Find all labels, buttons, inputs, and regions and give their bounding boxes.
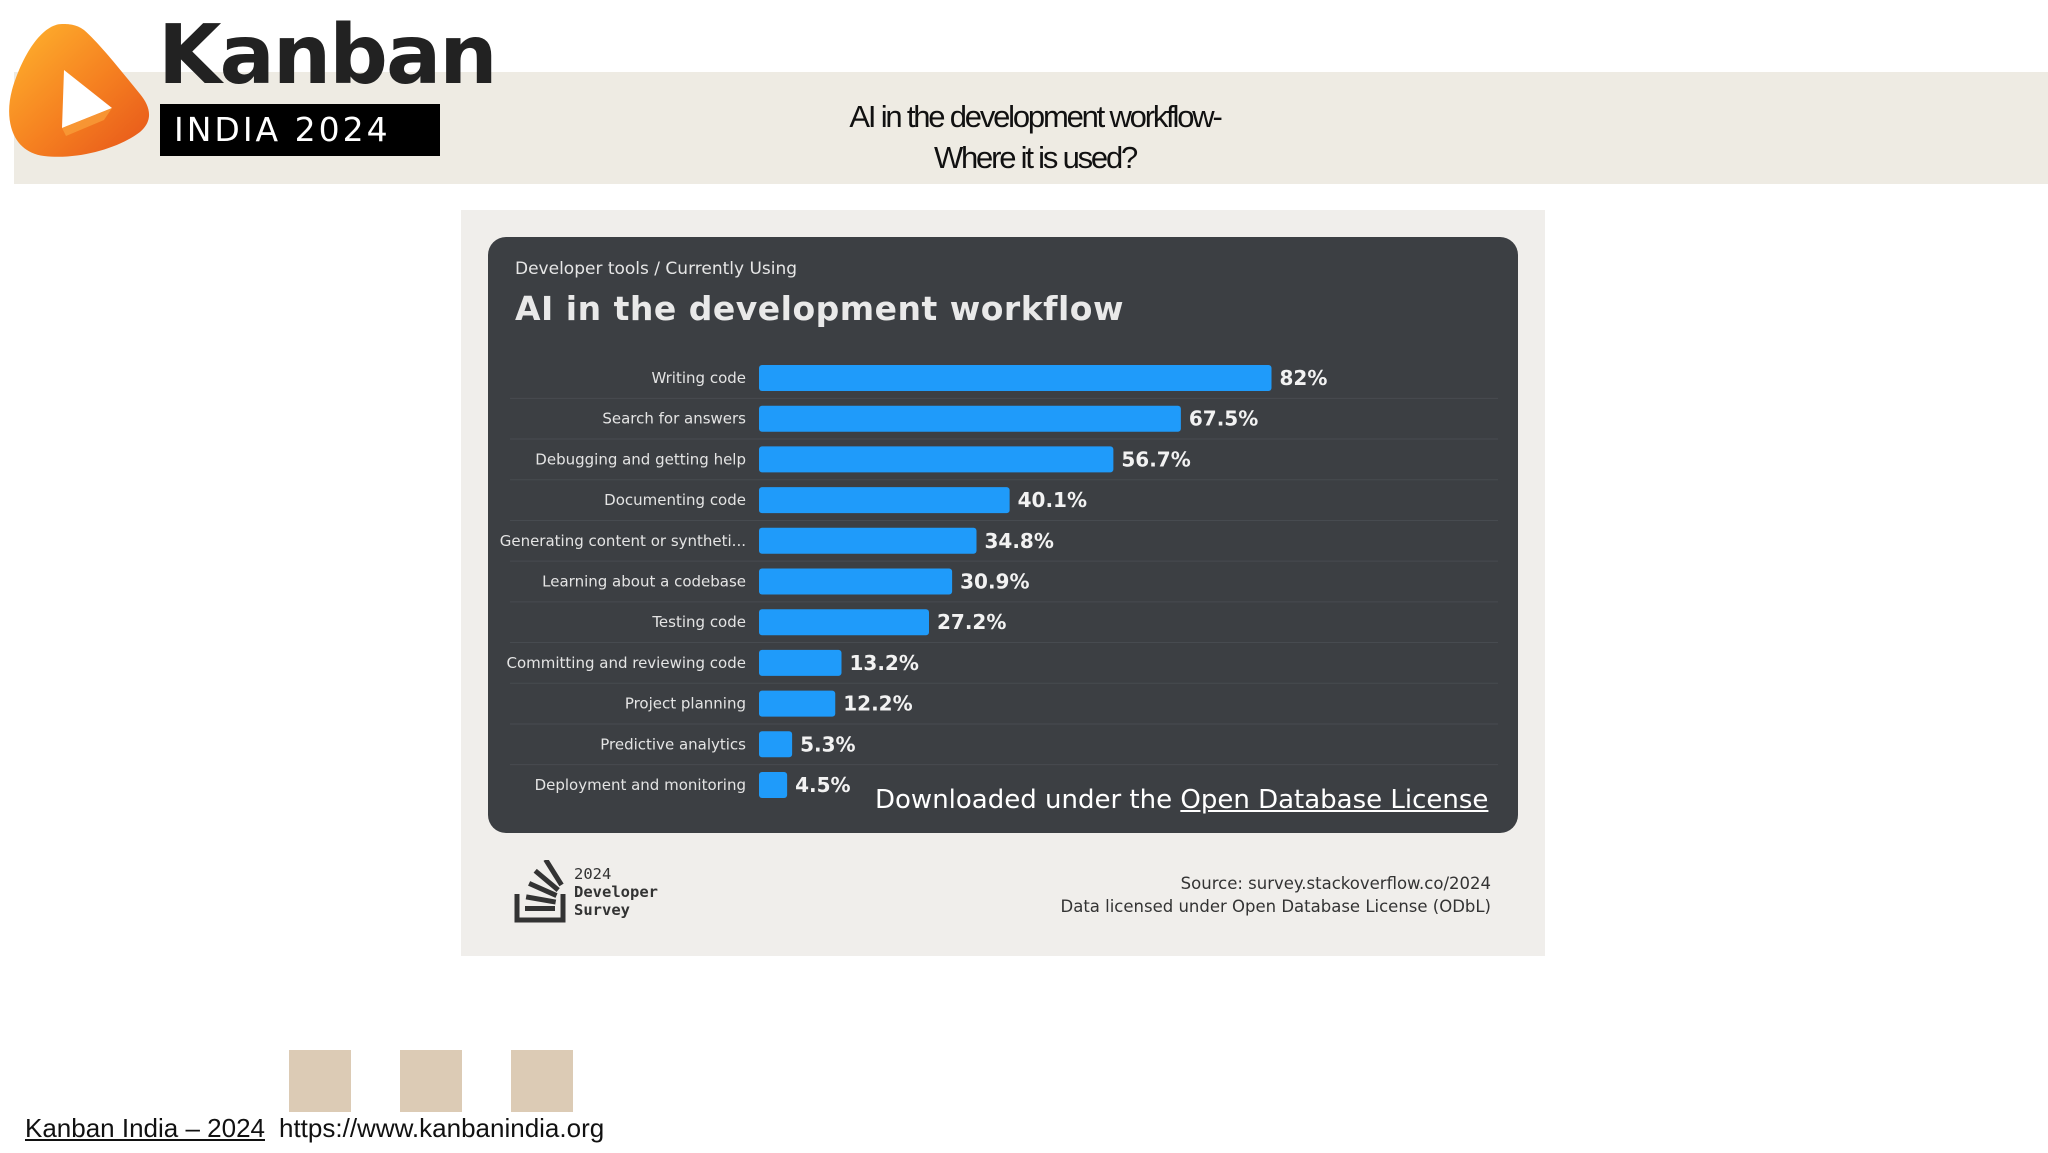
decorative-square-1 xyxy=(289,1050,351,1112)
bar-chart: Writing code 82% Search for answers 67.5% De… xyxy=(500,365,1498,798)
source-license: Data licensed under Open Database Licens… xyxy=(1060,897,1492,916)
category-label: Deployment and monitoring xyxy=(535,776,746,794)
value-label: 12.2% xyxy=(843,692,912,716)
stack-overflow-logo-icon xyxy=(514,860,566,923)
category-label: Committing and reviewing code xyxy=(506,654,746,672)
decorative-square-2 xyxy=(400,1050,462,1112)
survey-brand: 2024 Developer Survey xyxy=(574,865,658,919)
slide-title-line-2: Where it is used? xyxy=(933,140,1138,175)
bar xyxy=(759,772,788,798)
value-label: 5.3% xyxy=(800,732,855,756)
slide-title: AI in the development workflow- Where it… xyxy=(735,96,1335,178)
bar xyxy=(759,649,842,676)
category-label: Generating content or syntheti... xyxy=(500,532,746,550)
bar xyxy=(759,731,793,758)
survey-line-2: Survey xyxy=(574,901,630,919)
footer: Kanban India – 2024 https://www.kanbanind… xyxy=(25,1113,604,1144)
category-label: Writing code xyxy=(651,369,746,387)
category-label: Debugging and getting help xyxy=(535,450,746,468)
value-label: 56.7% xyxy=(1121,447,1190,471)
bar xyxy=(759,487,1010,514)
value-label: 30.9% xyxy=(960,570,1029,594)
category-label: Documenting code xyxy=(604,491,746,509)
chart-kicker: Developer tools / Currently Using xyxy=(515,259,798,279)
slide-title-line-1: AI in the development workflow- xyxy=(849,99,1222,134)
category-label: Predictive analytics xyxy=(600,735,746,753)
decorative-square-3 xyxy=(511,1050,573,1112)
brand-wordmark: Kanban xyxy=(158,8,498,103)
kanban-logo-icon xyxy=(9,24,150,157)
value-label: 40.1% xyxy=(1018,488,1087,512)
license-note: Downloaded under the Open Database Licen… xyxy=(875,785,1488,815)
value-label: 34.8% xyxy=(985,529,1054,553)
license-link[interactable]: Open Database License xyxy=(1180,785,1489,815)
bar xyxy=(759,568,953,595)
value-label: 82% xyxy=(1280,366,1328,390)
value-label: 13.2% xyxy=(850,651,919,675)
bar xyxy=(759,365,1272,391)
license-prefix: Downloaded under the xyxy=(875,785,1181,815)
category-label: Learning about a codebase xyxy=(542,573,746,591)
value-label: 67.5% xyxy=(1189,407,1258,431)
category-label: Project planning xyxy=(625,695,746,713)
footer-org[interactable]: Kanban India – 2024 xyxy=(25,1113,265,1143)
survey-line-1: Developer xyxy=(574,883,658,901)
bar xyxy=(759,609,929,636)
bar xyxy=(759,446,1114,473)
chart-title: AI in the development workflow xyxy=(515,289,1124,328)
category-label: Search for answers xyxy=(602,410,746,428)
bar xyxy=(759,527,977,554)
survey-year: 2024 xyxy=(574,865,612,883)
category-label: Testing code xyxy=(651,613,746,631)
value-label: 4.5% xyxy=(795,773,850,797)
bar xyxy=(759,405,1181,432)
chart-card: Developer tools / Currently Using AI in … xyxy=(488,237,1518,833)
footer-url[interactable]: https://www.kanbanindia.org xyxy=(279,1113,605,1143)
brand-edition: INDIA 2024 xyxy=(160,104,440,156)
source-url: Source: survey.stackoverflow.co/2024 xyxy=(1180,874,1491,893)
source-block: Source: survey.stackoverflow.co/2024 Dat… xyxy=(1061,872,1492,918)
value-label: 27.2% xyxy=(937,610,1006,634)
bar xyxy=(759,690,836,717)
